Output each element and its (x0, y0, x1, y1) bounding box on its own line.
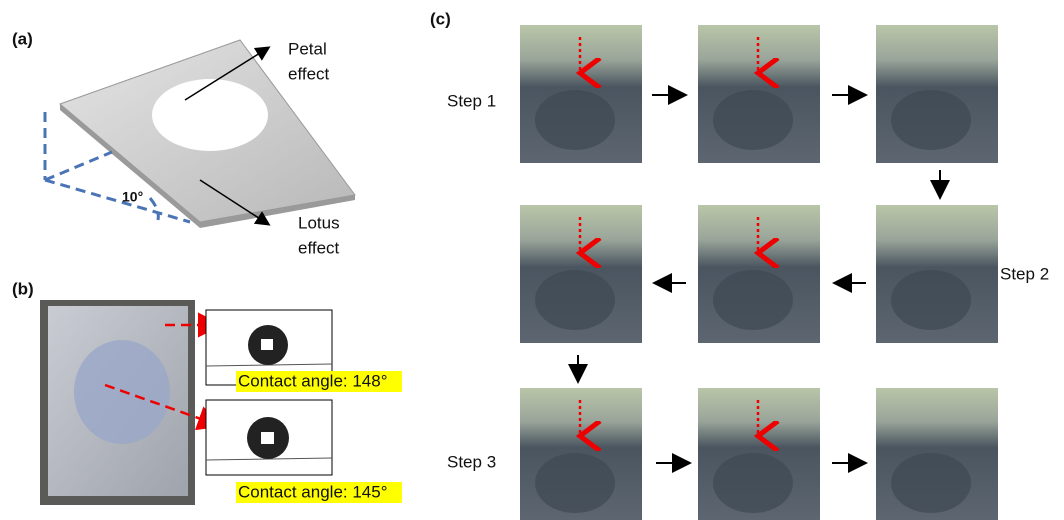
photo-grid (520, 25, 998, 520)
figure: (a) Petal effect Lotus effect 10° (b) Co… (0, 0, 1064, 520)
photo-part (535, 90, 615, 150)
photo-part (891, 270, 971, 330)
contact-angle: Contact angle: 145° (238, 482, 388, 501)
lotus-label: Lotus (298, 213, 340, 232)
photo-part (535, 270, 615, 330)
lotus-label: effect (298, 238, 340, 257)
panel-label: (c) (430, 9, 451, 28)
petal-label: effect (288, 64, 330, 83)
droplet-inset (206, 400, 332, 475)
step-label: Step 2 (1000, 264, 1049, 283)
contact-angle: Contact angle: 148° (238, 371, 388, 390)
step-label: Step 1 (447, 91, 496, 110)
panel-label: (b) (12, 279, 34, 298)
photo-part (535, 453, 615, 513)
petal-label: Petal (288, 39, 327, 58)
step-label: Step 3 (447, 452, 496, 471)
petal-region (152, 79, 268, 151)
panel-label: (a) (12, 29, 33, 48)
photo-part (713, 90, 793, 150)
photo-part (713, 453, 793, 513)
photo-part (891, 453, 971, 513)
photo-part (713, 270, 793, 330)
angle-label: 10° (122, 189, 143, 205)
photo-part (891, 90, 971, 150)
